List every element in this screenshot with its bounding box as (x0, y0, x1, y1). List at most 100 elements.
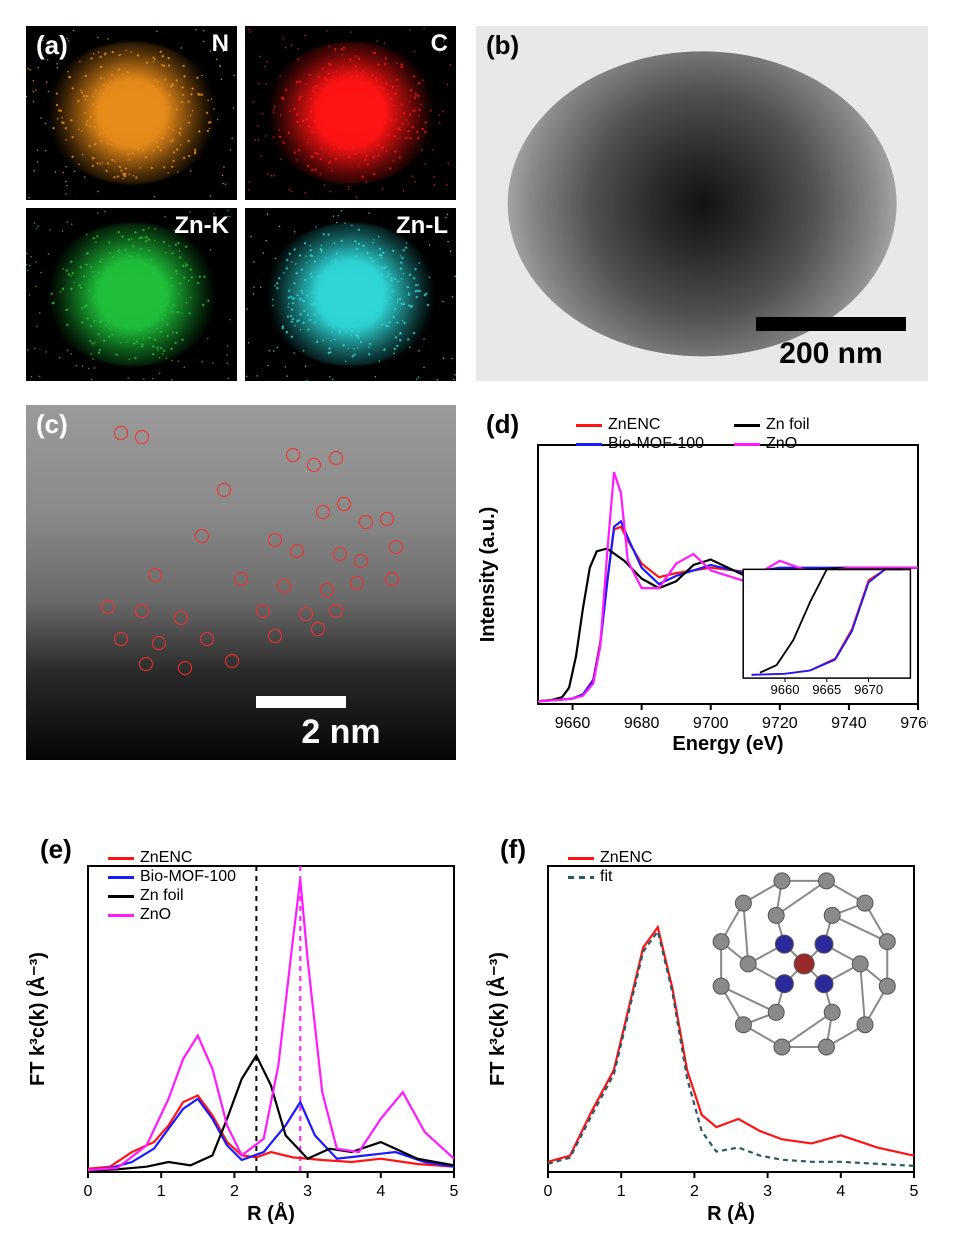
scalebar-c-text: 2 nm (246, 713, 436, 752)
legend-f: ZnENCfit (568, 848, 652, 887)
svg-text:0: 0 (544, 1183, 553, 1200)
atom-marker (354, 554, 368, 568)
panel-a: NCZn-KZn-L (a) (26, 26, 456, 381)
atom-marker (290, 544, 304, 558)
atom-marker (359, 515, 373, 529)
atom-marker (152, 636, 166, 650)
atom-marker (380, 512, 394, 526)
atom-marker (350, 576, 364, 590)
eds-tag: C (431, 30, 448, 58)
atom-marker (195, 529, 209, 543)
svg-text:3: 3 (303, 1183, 312, 1200)
atom-marker (329, 604, 343, 618)
svg-text:9680: 9680 (624, 715, 660, 732)
svg-text:5: 5 (450, 1183, 459, 1200)
eds-grid: N C Zn-K Zn-L (26, 26, 456, 381)
atom-marker (101, 600, 115, 614)
chart-d: 966096809700972097409760Energy (eV)Inten… (476, 405, 928, 760)
panel-e-label: (e) (40, 834, 72, 865)
svg-text:9720: 9720 (762, 715, 798, 732)
panel-f-label: (f) (500, 834, 526, 865)
svg-text:2: 2 (230, 1183, 239, 1200)
svg-text:1: 1 (617, 1183, 626, 1200)
svg-text:5: 5 (910, 1183, 919, 1200)
atom-marker (178, 661, 192, 675)
panel-c: 2 nm (c) (26, 405, 456, 760)
atom-marker (316, 505, 330, 519)
scalebar-b-text: 200 nm (746, 337, 916, 371)
eds-cell: Zn-K (26, 208, 237, 382)
haadf-image: 2 nm (26, 405, 456, 760)
atom-marker (385, 572, 399, 586)
svg-text:Intensity (a.u.): Intensity (a.u.) (477, 507, 499, 643)
atom-marker (320, 583, 334, 597)
legend-item: ZnO (140, 906, 171, 924)
eds-cell: C (245, 26, 456, 200)
panel-b: 200 nm (b) (476, 26, 928, 381)
atom-marker (135, 604, 149, 618)
svg-text:FT k³c(k) (Å⁻³): FT k³c(k) (Å⁻³) (26, 952, 49, 1086)
tem-image: 200 nm (476, 26, 928, 381)
chart-svg: 012345R (Å)FT k³c(k) (Å⁻³) (26, 830, 466, 1230)
atom-marker (286, 448, 300, 462)
legend-d: ZnENCBio-MOF-100Zn foilZnO (576, 415, 810, 454)
svg-text:0: 0 (84, 1183, 93, 1200)
legend-item: ZnENC (140, 849, 192, 867)
legend-item: ZnENC (608, 416, 660, 434)
atom-marker (234, 572, 248, 586)
svg-text:2: 2 (690, 1183, 699, 1200)
chart-svg: 012345R (Å)FT k³c(k) (Å⁻³) (486, 830, 926, 1230)
legend-item: fit (600, 868, 612, 886)
atom-marker (333, 547, 347, 561)
eds-cell: Zn-L (245, 208, 456, 382)
atom-marker (217, 483, 231, 497)
legend-item: ZnENC (600, 849, 652, 867)
atom-marker (311, 622, 325, 636)
svg-text:4: 4 (376, 1183, 385, 1200)
panel-c-label: (c) (36, 409, 68, 440)
atom-marker (114, 632, 128, 646)
atom-marker (135, 430, 149, 444)
svg-text:9660: 9660 (555, 715, 591, 732)
structure-inset (713, 873, 895, 1055)
svg-text:Energy (eV): Energy (eV) (672, 733, 783, 755)
atom-marker (277, 579, 291, 593)
atom-marker (200, 632, 214, 646)
legend-e: ZnENCBio-MOF-100Zn foilZnO (108, 848, 236, 925)
panel-b-label: (b) (486, 30, 519, 61)
eds-tag: Zn-L (396, 212, 448, 240)
atom-marker (268, 629, 282, 643)
eds-tag: N (212, 30, 229, 58)
figure-root: NCZn-KZn-L (a) 200 nm (b) 2 nm (c) (d) 9… (0, 0, 953, 1257)
chart-e: 012345R (Å)FT k³c(k) (Å⁻³)ZnENCBio-MOF-1… (26, 830, 466, 1230)
atom-marker (307, 458, 321, 472)
panel-d-label: (d) (486, 409, 519, 440)
svg-text:9660: 9660 (771, 682, 800, 697)
scalebar-b (756, 317, 906, 331)
svg-text:9665: 9665 (812, 682, 841, 697)
svg-text:4: 4 (836, 1183, 845, 1200)
legend-item: Zn foil (766, 416, 810, 434)
atom-marker (389, 540, 403, 554)
scalebar-c (256, 696, 346, 708)
series-line (88, 1099, 454, 1170)
atom-marker (174, 611, 188, 625)
legend-item: ZnO (766, 435, 797, 453)
chart-svg: 966096809700972097409760Energy (eV)Inten… (476, 405, 928, 760)
atom-marker (225, 654, 239, 668)
atom-marker (329, 451, 343, 465)
panel-d: (d) 966096809700972097409760Energy (eV)I… (476, 405, 928, 760)
atom-marker (139, 657, 153, 671)
atom-marker (114, 426, 128, 440)
panel-e: (e) 012345R (Å)FT k³c(k) (Å⁻³)ZnENCBio-M… (26, 830, 466, 1230)
svg-text:9670: 9670 (854, 682, 883, 697)
legend-item: Bio-MOF-100 (140, 868, 236, 886)
atom-marker (337, 497, 351, 511)
svg-text:9700: 9700 (693, 715, 729, 732)
svg-text:9760: 9760 (900, 715, 928, 732)
legend-item: Zn foil (140, 887, 184, 905)
svg-text:R (Å): R (Å) (707, 1201, 755, 1225)
svg-text:R (Å): R (Å) (247, 1201, 295, 1225)
atom-marker (256, 604, 270, 618)
atom-marker (299, 607, 313, 621)
